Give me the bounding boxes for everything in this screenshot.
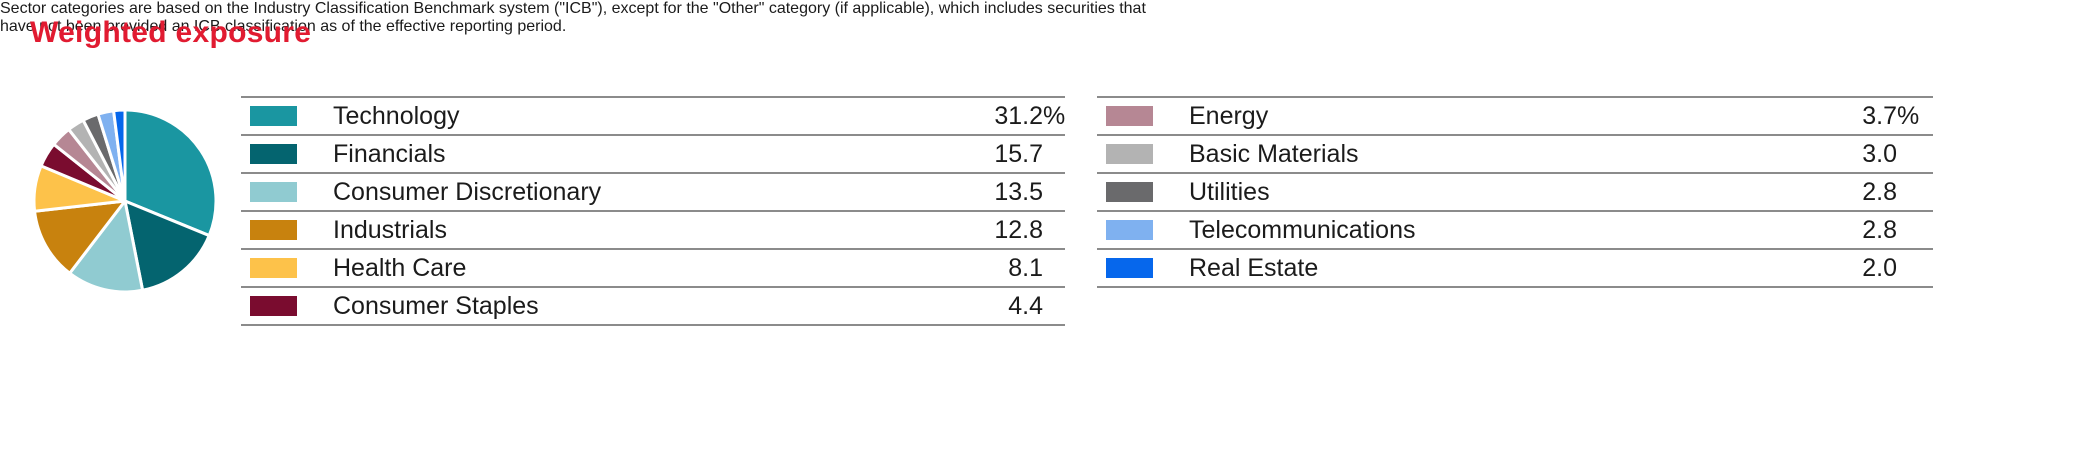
legend-value: 15.7 <box>994 139 1043 168</box>
pie-slice-consumer-discretionary <box>68 199 145 294</box>
legend-row-technology: Technology 31.2% <box>241 98 1065 136</box>
legend-swatch-consumer-staples <box>250 296 297 316</box>
sector-table-right: Energy 3.7% Basic Materials 3.0 Utilities 2.8… <box>1097 96 1933 288</box>
legend-label: Technology <box>333 101 460 130</box>
legend-row-real-estate: Real Estate 2.0 <box>1097 250 1933 288</box>
legend-value: 13.5 <box>994 177 1043 206</box>
legend-label: Basic Materials <box>1189 139 1359 168</box>
percent-sign: % <box>1043 101 1066 130</box>
footnote-line-2: have not been provided an ICB classifica… <box>0 18 567 35</box>
legend-label: Consumer Discretionary <box>333 177 602 206</box>
legend-value: 2.8 <box>1862 215 1897 244</box>
pie-slice-industrials <box>33 199 127 275</box>
pie-chart-svg <box>32 108 218 294</box>
legend-label: Real Estate <box>1189 253 1319 282</box>
pie-slice-technology <box>123 108 218 238</box>
legend-row-consumer-staples: Consumer Staples 4.4 <box>241 288 1065 326</box>
legend-row-consumer-discretionary: Consumer Discretionary 13.5 <box>241 174 1065 212</box>
pie-slice-real-estate <box>112 108 127 203</box>
legend-row-industrials: Industrials 12.8 <box>241 212 1065 250</box>
legend-swatch-telecommunications <box>1106 220 1153 240</box>
pie-slice-financials <box>123 199 211 292</box>
legend-row-utilities: Utilities 2.8 <box>1097 174 1933 212</box>
legend-swatch-energy <box>1106 106 1153 126</box>
legend-label: Telecommunications <box>1189 215 1416 244</box>
legend-value: 31.2% <box>994 101 1066 130</box>
sector-table-left: Technology 31.2% Financials 15.7 Consumer Di… <box>241 96 1065 326</box>
legend-swatch-basic-materials <box>1106 144 1153 164</box>
legend-swatch-technology <box>250 106 297 126</box>
legend-value: 4.4 <box>1008 291 1043 320</box>
section-title: Weighted exposure <box>30 16 312 49</box>
legend-value: 3.0 <box>1862 139 1897 168</box>
legend-swatch-consumer-discretionary <box>250 182 297 202</box>
legend-swatch-utilities <box>1106 182 1153 202</box>
legend-swatch-industrials <box>250 220 297 240</box>
legend-value: 12.8 <box>994 215 1043 244</box>
legend-row-energy: Energy 3.7% <box>1097 98 1933 136</box>
sector-pie-chart <box>30 106 220 296</box>
legend-value: 3.7% <box>1862 102 1933 131</box>
legend-row-financials: Financials 15.7 <box>241 136 1065 174</box>
legend-value: 2.8 <box>1862 177 1897 206</box>
legend-label: Health Care <box>333 253 467 282</box>
legend-row-telecommunications: Telecommunications 2.8 <box>1097 212 1933 250</box>
legend-value: 2.0 <box>1862 253 1897 282</box>
legend-swatch-health-care <box>250 258 297 278</box>
legend-value: 8.1 <box>1008 253 1043 282</box>
legend-label: Financials <box>333 139 446 168</box>
legend-label: Industrials <box>333 215 447 244</box>
legend-label: Energy <box>1189 101 1269 130</box>
percent-sign: % <box>1897 101 1920 130</box>
legend-label: Consumer Staples <box>333 291 539 320</box>
legend-label: Utilities <box>1189 177 1270 206</box>
legend-row-basic-materials: Basic Materials 3.0 <box>1097 136 1933 174</box>
legend-row-health-care: Health Care 8.1 <box>241 250 1065 288</box>
footnote-line-1: Sector categories are based on the Indus… <box>0 0 1146 17</box>
legend-swatch-financials <box>250 144 297 164</box>
legend-swatch-real-estate <box>1106 258 1153 278</box>
